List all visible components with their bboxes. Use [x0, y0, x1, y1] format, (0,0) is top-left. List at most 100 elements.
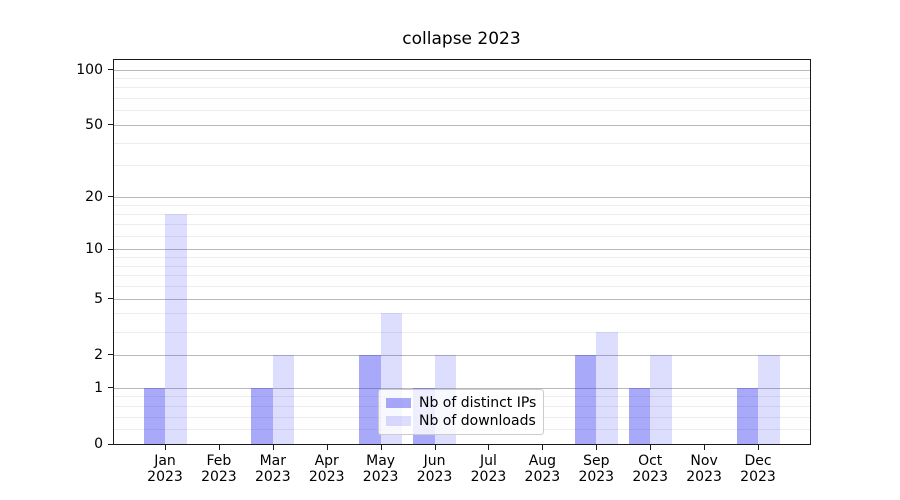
x-tick-label-month: Jun [423, 453, 446, 469]
x-tick-label-month: Feb [206, 453, 232, 469]
y-tick-label: 0 [94, 436, 103, 452]
x-tick-mark [650, 445, 652, 450]
x-tick-label: Nov 2023 [664, 453, 744, 485]
y-tick-mark [108, 248, 113, 250]
y-tick-label: 1 [94, 379, 103, 396]
x-tick-label-month: Mar [259, 453, 287, 469]
bar-distinct-ips-mar [251, 387, 273, 444]
x-tick-label-year: 2023 [362, 469, 399, 485]
x-tick-label-month: Nov [690, 453, 718, 469]
major-gridline [113, 249, 810, 251]
x-tick-label: May 2023 [341, 453, 421, 485]
minor-gridline [113, 275, 810, 277]
x-tick-mark [758, 445, 759, 450]
x-tick-label-year: 2023 [201, 469, 237, 485]
y-tick-label: 5 [94, 290, 103, 307]
x-tick-label-year: 2023 [740, 469, 776, 485]
x-tick-mark [542, 445, 544, 450]
bar-downloads-mar [272, 354, 295, 444]
minor-gridline [113, 214, 810, 216]
bar-distinct-ips-oct [628, 387, 651, 444]
x-tick-label-year: 2023 [308, 469, 345, 485]
minor-gridline [113, 331, 810, 333]
minor-gridline [113, 313, 810, 315]
x-tick-mark [596, 445, 598, 450]
x-tick-label: Jan 2023 [125, 453, 205, 485]
legend-swatch-downloads [386, 416, 411, 426]
x-tick-label-year: 2023 [416, 469, 453, 485]
x-tick-mark [272, 445, 274, 450]
y-tick-mark [108, 69, 113, 71]
major-gridline [113, 124, 810, 126]
x-tick-label: Jun 2023 [395, 453, 475, 485]
bar-distinct-ips-may [359, 354, 381, 444]
x-tick-label: Sep 2023 [556, 453, 636, 485]
x-tick-label-month: Apr [314, 453, 339, 469]
x-tick-mark [218, 445, 220, 450]
x-tick-label: Jul 2023 [448, 453, 528, 485]
plot-area [113, 59, 810, 444]
x-tick-mark [380, 445, 382, 450]
bar-downloads-oct [650, 354, 672, 444]
y-tick-mark [108, 124, 113, 126]
bar-distinct-ips-jan [143, 387, 165, 444]
bar-downloads-dec [758, 354, 780, 444]
x-tick-label-year: 2023 [632, 469, 668, 485]
major-gridline [113, 387, 810, 389]
x-tick-label: Oct 2023 [610, 453, 690, 485]
x-tick-mark [165, 445, 166, 450]
x-tick-mark [326, 445, 328, 450]
y-tick-label: 50 [85, 116, 103, 133]
x-tick-mark [704, 445, 706, 450]
legend-item-distinct-ips: Nb of distinct IPs [386, 395, 536, 411]
x-tick-label-month: Sep [583, 453, 610, 469]
legend-label-downloads: Nb of downloads [419, 413, 536, 429]
major-gridline [113, 354, 810, 356]
x-tick-label-month: Oct [638, 453, 663, 469]
bar-distinct-ips-sep [574, 354, 597, 444]
bar-distinct-ips-dec [736, 387, 758, 444]
x-tick-label-month: Dec [744, 453, 772, 469]
x-tick-label: Mar 2023 [233, 453, 313, 485]
minor-gridline [113, 98, 810, 100]
x-tick-label-year: 2023 [686, 469, 722, 485]
y-tick-label: 2 [94, 346, 103, 363]
x-tick-label-year: 2023 [524, 469, 561, 485]
minor-gridline [113, 142, 810, 144]
minor-gridline [113, 286, 810, 288]
y-tick-mark [108, 443, 113, 445]
x-tick-label-month: May [366, 453, 396, 469]
minor-gridline [113, 110, 810, 112]
y-tick-label: 20 [85, 188, 103, 205]
bar-downloads-sep [596, 331, 618, 444]
chart-title: collapse 2023 [402, 29, 521, 49]
legend: Nb of distinct IPs Nb of downloads [378, 389, 544, 435]
y-tick-mark [108, 196, 113, 198]
x-tick-label-month: Jul [480, 453, 497, 469]
y-tick-mark [108, 354, 113, 356]
x-tick-label: Aug 2023 [502, 453, 582, 485]
minor-gridline [113, 87, 810, 89]
y-tick-mark [108, 387, 113, 389]
x-tick-label: Apr 2023 [287, 453, 367, 485]
y-tick-mark [108, 298, 113, 300]
x-tick-label: Dec 2023 [718, 453, 798, 485]
minor-gridline [113, 165, 810, 167]
y-tick-label: 10 [85, 241, 103, 258]
legend-item-downloads: Nb of downloads [386, 413, 536, 429]
minor-gridline [113, 257, 810, 259]
legend-swatch-distinct-ips [386, 398, 411, 408]
x-tick-mark [488, 445, 490, 450]
x-tick-label-year: 2023 [578, 469, 615, 485]
minor-gridline [113, 235, 810, 237]
minor-gridline [113, 205, 810, 207]
x-tick-label-year: 2023 [254, 469, 291, 485]
x-tick-label-month: Jan [154, 453, 176, 469]
x-tick-label: Feb 2023 [179, 453, 259, 485]
minor-gridline [113, 77, 810, 79]
x-tick-label-year: 2023 [470, 469, 507, 485]
major-gridline [113, 298, 810, 300]
minor-gridline [113, 265, 810, 267]
major-gridline [113, 196, 810, 198]
